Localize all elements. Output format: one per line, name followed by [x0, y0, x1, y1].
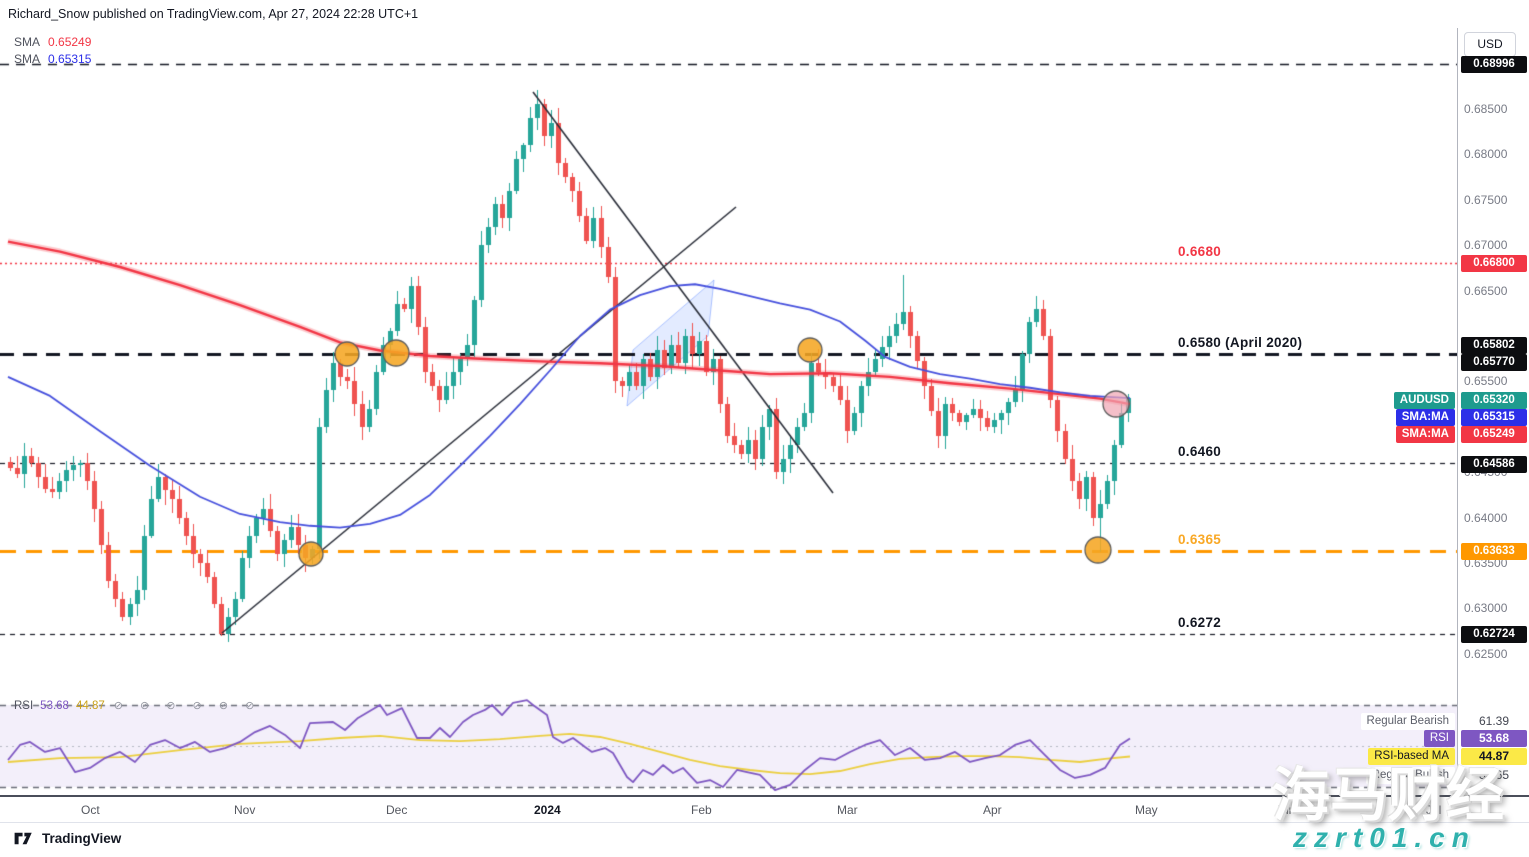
price-tick: 0.63000 — [1464, 601, 1508, 616]
time-tick-may: May — [1135, 803, 1158, 817]
sma-fast-label: SMA — [14, 35, 41, 49]
time-tick-jun: Jun — [1276, 803, 1296, 817]
price-tick: 0.68500 — [1464, 102, 1508, 116]
sma-fast-legend-row: SMA 0.65249 — [14, 34, 91, 51]
level-annotation: 0.6365 — [1178, 531, 1222, 547]
series-flag-audusd: AUDUSD — [1393, 392, 1455, 409]
rsi-row-label: RSI-based MA — [1368, 748, 1455, 765]
time-tick-mar: Mar — [837, 803, 858, 817]
price-axis-label: 0.62724 — [1461, 626, 1527, 643]
watermark-url: zzrt01.cn — [1293, 822, 1476, 853]
price-tick: 0.66500 — [1464, 283, 1508, 298]
price-tick: 0.64000 — [1464, 510, 1508, 525]
rsi-row-label: Regular Bullish — [1365, 767, 1455, 784]
rsi-axis-value: 61.39 — [1478, 714, 1510, 728]
rsi-axis-value: 34.65 — [1478, 768, 1510, 782]
time-tick-feb: Feb — [691, 803, 712, 817]
publish-header: Richard_Snow published on TradingView.co… — [8, 7, 418, 21]
time-tick-jul: Jul — [1426, 803, 1442, 817]
rsi-label: RSI — [14, 700, 34, 712]
price-axis-label: 0.65315 — [1461, 409, 1527, 426]
level-annotation: 0.6272 — [1178, 614, 1222, 630]
currency-toggle-button[interactable]: USD — [1464, 32, 1516, 57]
watermark-cn: 海马财经 — [1272, 763, 1505, 828]
price-axis-label: 0.66800 — [1461, 255, 1527, 272]
price-axis-label: 0.65249 — [1461, 426, 1527, 443]
hidden-indicator-icons: ⊘ ⊘ ⊘ ⊘ ⊘ ⊘ — [113, 700, 262, 712]
price-axis-label: 0.68996 — [1461, 56, 1527, 73]
rsi-row-label: RSI — [1423, 730, 1455, 747]
price-axis-label: 0.63633 — [1461, 543, 1527, 560]
price-axis-label: 0.65770 — [1461, 354, 1527, 371]
sma-slow-value: 0.65315 — [48, 52, 92, 66]
rsi-legend: RSI 53.68 44.87 ⊘ ⊘ ⊘ ⊘ ⊘ ⊘ — [14, 699, 261, 712]
price-tick: 0.68000 — [1464, 147, 1508, 162]
publish-title: Richard_Snow published on TradingView.co… — [8, 7, 419, 21]
price-tick: 0.62500 — [1464, 646, 1508, 661]
time-tick-nov: Nov — [234, 803, 256, 817]
tradingview-brand-text: TradingView — [42, 831, 122, 846]
level-annotation: 0.6580 (April 2020) — [1178, 335, 1303, 351]
price-axis-label: 0.65320 — [1461, 392, 1527, 409]
price-axis-label: 0.64586 — [1461, 456, 1527, 473]
time-tick-dec: Dec — [386, 803, 408, 817]
time-tick-2024: 2024 — [534, 803, 561, 817]
price-axis-label: 0.65802 — [1461, 337, 1527, 354]
sma-fast-value: 0.65249 — [48, 35, 92, 49]
price-tick: 0.67500 — [1464, 192, 1508, 207]
sma-slow-legend-row: SMA 0.65315 — [14, 51, 91, 68]
price-tick: 0.65500 — [1464, 374, 1508, 389]
rsi-axis-value: 53.68 — [1461, 730, 1527, 747]
tradingview-logo-icon — [14, 832, 32, 845]
tradingview-logo[interactable]: TradingView — [14, 831, 121, 846]
rsi-axis-value: 44.87 — [1461, 748, 1527, 765]
indicator-legend: SMA 0.65249 SMA 0.65315 — [14, 34, 91, 68]
time-tick-apr: Apr — [983, 803, 1002, 817]
rsi-ma-value: 44.87 — [75, 700, 105, 712]
level-annotation: 0.6460 — [1178, 444, 1222, 460]
footer-bar: TradingView — [0, 823, 1529, 857]
rsi-row-label: Regular Bearish — [1360, 713, 1455, 730]
price-tick: 0.67000 — [1464, 238, 1508, 253]
level-annotation: 0.6680 — [1178, 244, 1222, 260]
time-tick-oct: Oct — [81, 803, 100, 817]
time-axis-panel[interactable]: Oct Nov Dec 2024 Feb Mar Apr May Jun Jul — [0, 795, 1529, 823]
series-flag-smama: SMA:MA — [1395, 426, 1455, 443]
sma-slow-label: SMA — [14, 52, 41, 66]
price-axis-panel[interactable]: USD 0.68500 0.68000 0.67500 0.67000 0.66500 0… — [1457, 28, 1529, 795]
rsi-value: 53.68 — [40, 700, 69, 712]
series-flag-smama: SMA:MA — [1395, 409, 1455, 426]
